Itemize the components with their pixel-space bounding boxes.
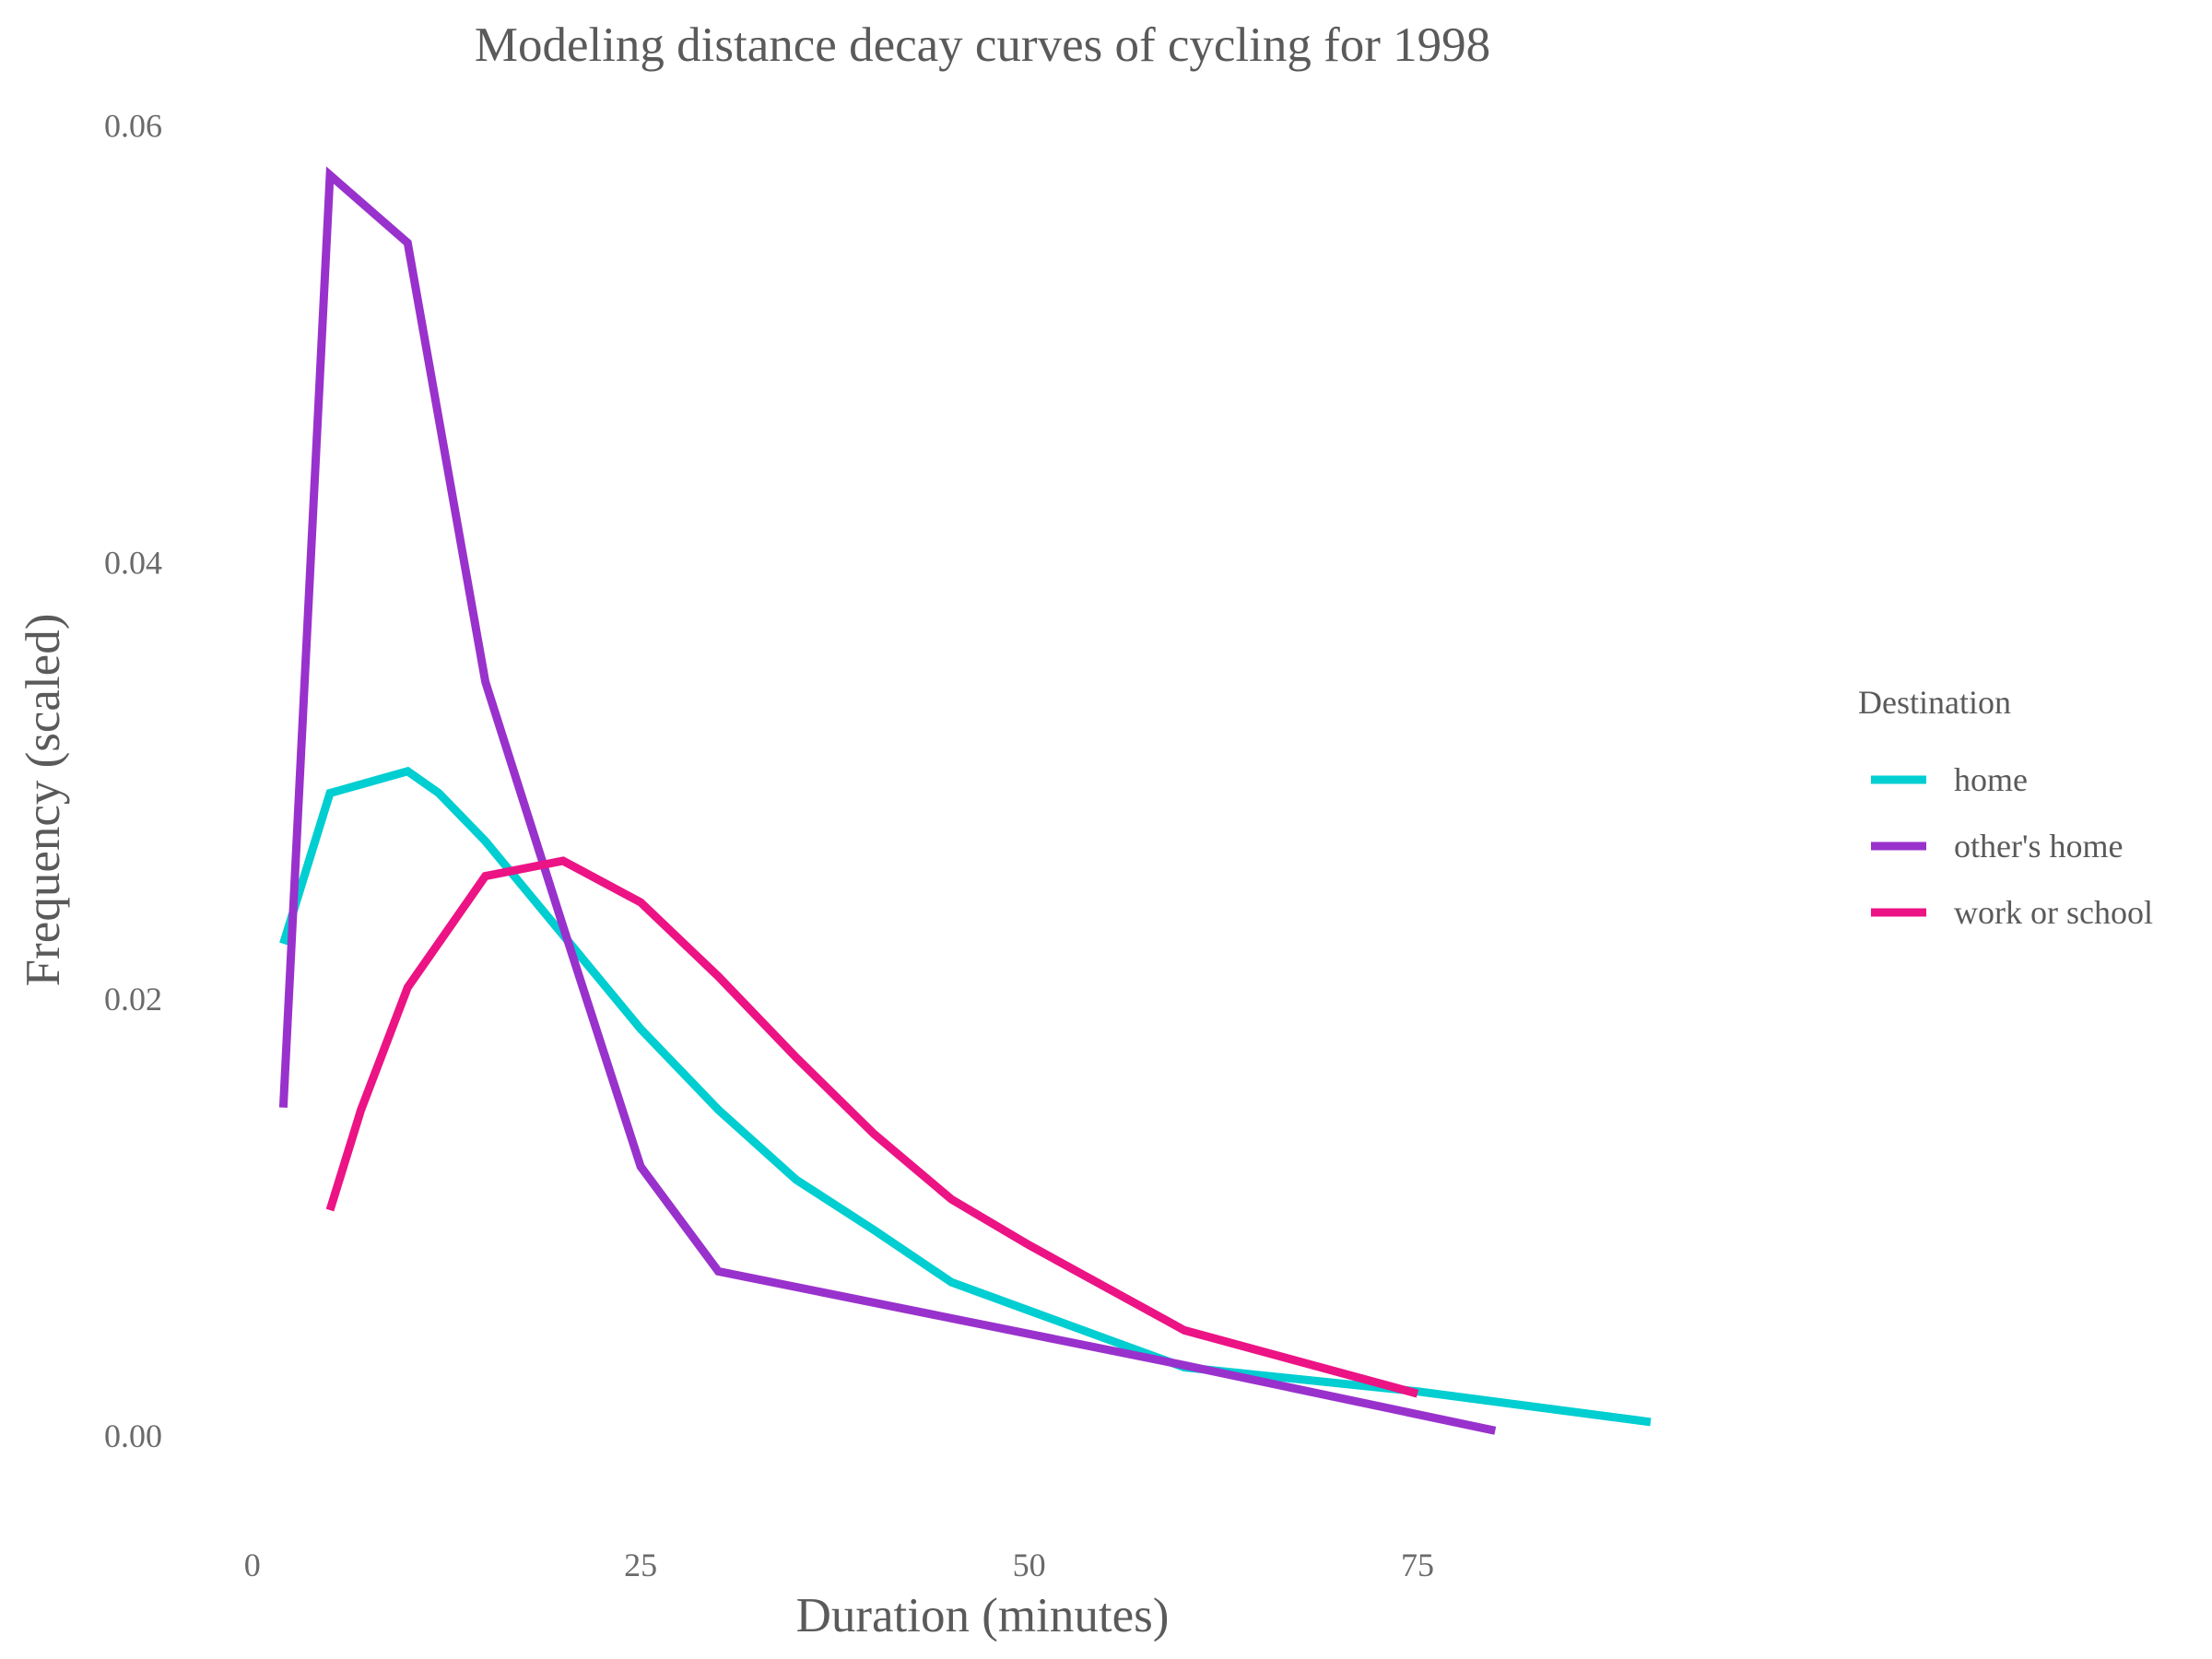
- x-tick-label: 75: [1401, 1547, 1434, 1583]
- legend: Destination home other's home work or scho…: [1858, 684, 2153, 931]
- y-axis-title: Frequency (scaled): [17, 614, 70, 987]
- legend-label: home: [1954, 761, 2028, 798]
- x-axis-title: Duration (minutes): [796, 1589, 1170, 1642]
- series-line-other-s-home: [278, 166, 1497, 1435]
- y-tick-label: 0.04: [104, 544, 162, 581]
- x-tick-label: 0: [244, 1547, 261, 1583]
- y-tick-label: 0.02: [104, 981, 162, 1018]
- series-line-work-or-school: [325, 856, 1419, 1398]
- chart-title: Modeling distance decay curves of cyclin…: [475, 18, 1490, 72]
- legend-title: Destination: [1858, 684, 2011, 721]
- series-line-home: [279, 766, 1652, 1427]
- series-group: [278, 166, 1652, 1435]
- legend-label: work or school: [1954, 894, 2153, 931]
- legend-label: other's home: [1954, 828, 2123, 865]
- y-axis-ticks: 0.00 0.02 0.04 0.06: [104, 108, 162, 1455]
- y-tick-label: 0.00: [104, 1418, 162, 1454]
- x-tick-label: 25: [624, 1547, 657, 1583]
- y-tick-label: 0.06: [104, 108, 162, 145]
- x-axis-ticks: 0 25 50 75: [244, 1547, 1434, 1583]
- x-tick-label: 50: [1013, 1547, 1046, 1583]
